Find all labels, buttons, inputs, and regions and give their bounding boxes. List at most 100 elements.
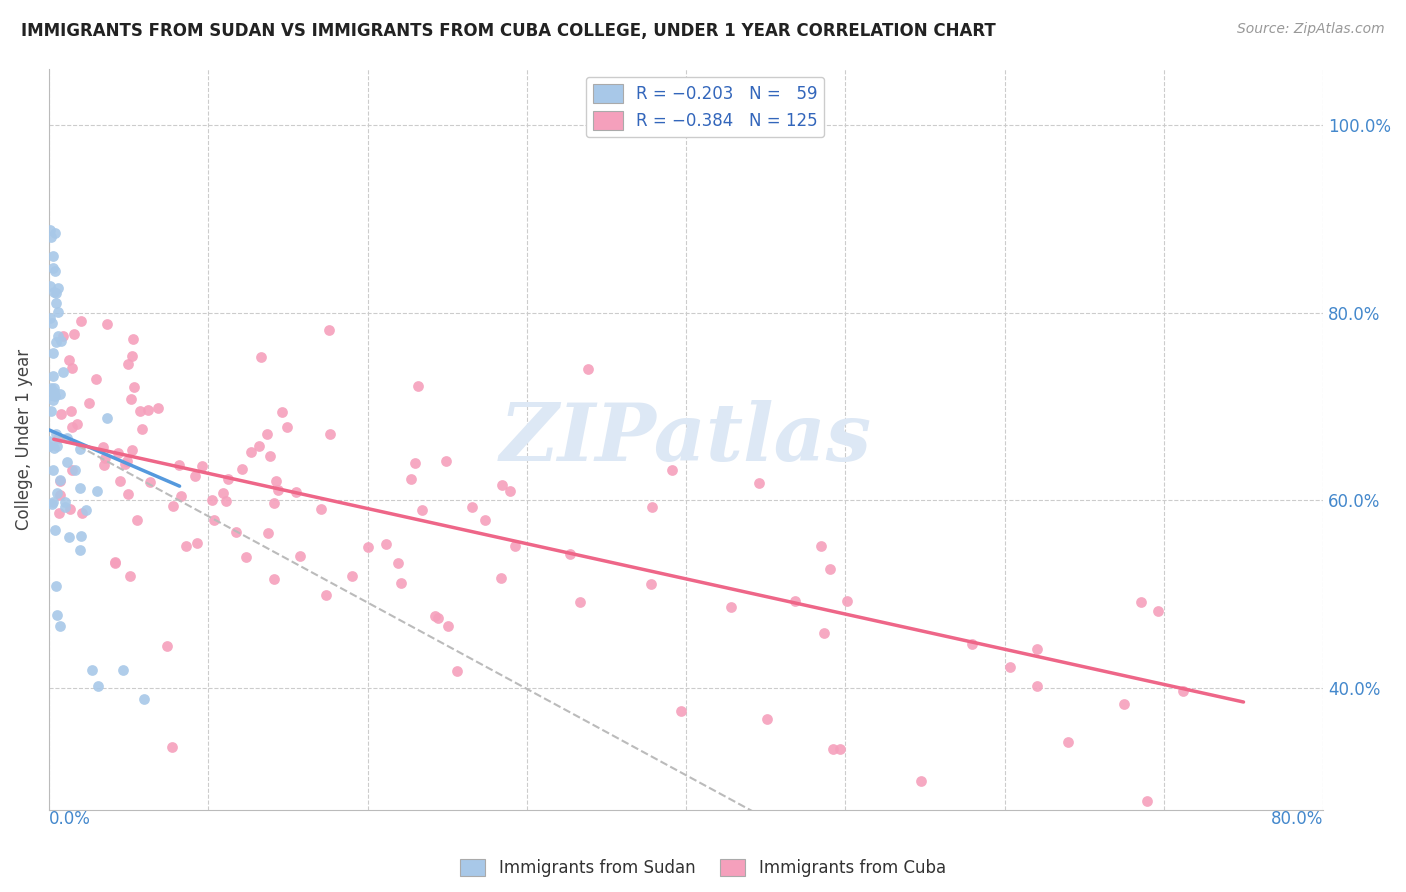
Point: [406, 379, 429, 393]
Point: [131, 422, 153, 436]
Point: [503, 539, 526, 553]
Point: [41, 249, 63, 263]
Point: [51, 328, 73, 343]
Point: [84, 372, 107, 386]
Point: [49, 386, 72, 401]
Point: [1056, 735, 1078, 749]
Text: IMMIGRANTS FROM SUDAN VS IMMIGRANTS FROM CUBA COLLEGE, UNDER 1 YEAR CORRELATION : IMMIGRANTS FROM SUDAN VS IMMIGRANTS FROM…: [21, 22, 995, 40]
Point: [160, 740, 183, 755]
Point: [115, 454, 138, 468]
Y-axis label: College, Under 1 year: College, Under 1 year: [15, 349, 32, 530]
Point: [785, 593, 807, 607]
Point: [122, 380, 145, 394]
Point: [44, 384, 66, 399]
Point: [38, 311, 60, 326]
Point: [315, 588, 337, 602]
Point: [357, 540, 380, 554]
Point: [60, 419, 83, 434]
Point: [264, 475, 287, 489]
Point: [132, 691, 155, 706]
Point: [263, 572, 285, 586]
Point: [1130, 594, 1153, 608]
Point: [436, 618, 458, 632]
Point: [44, 227, 66, 241]
Point: [59, 502, 82, 516]
Point: [39, 404, 62, 418]
Point: [38, 223, 60, 237]
Point: [69, 481, 91, 495]
Point: [45, 579, 67, 593]
Point: [49, 407, 72, 421]
Point: [1026, 641, 1049, 656]
Point: [44, 389, 66, 403]
Point: [1147, 604, 1170, 618]
Point: [319, 426, 342, 441]
Text: ZIPatlas: ZIPatlas: [501, 401, 872, 478]
Point: [63, 463, 86, 477]
Point: [77, 396, 100, 410]
Point: [39, 278, 62, 293]
Point: [69, 442, 91, 456]
Point: [38, 439, 60, 453]
Point: [49, 334, 72, 348]
Point: [86, 483, 108, 498]
Point: [117, 357, 139, 371]
Point: [813, 625, 835, 640]
Point: [225, 525, 247, 540]
Point: [446, 665, 468, 679]
Point: [107, 446, 129, 460]
Point: [42, 261, 65, 276]
Legend: R = −0.203   N =   59, R = −0.384   N = 125: R = −0.203 N = 59, R = −0.384 N = 125: [586, 77, 824, 137]
Point: [184, 468, 207, 483]
Point: [46, 431, 69, 445]
Point: [998, 660, 1021, 674]
Point: [39, 388, 62, 402]
Point: [426, 611, 449, 625]
Point: [65, 417, 87, 431]
Point: [42, 381, 65, 395]
Point: [49, 619, 72, 633]
Text: 80.0%: 80.0%: [1271, 810, 1323, 828]
Point: [174, 539, 197, 553]
Point: [56, 455, 79, 469]
Point: [121, 443, 143, 458]
Point: [120, 392, 142, 406]
Point: [387, 556, 409, 570]
Point: [271, 405, 294, 419]
Point: [756, 712, 779, 726]
Point: [1112, 697, 1135, 711]
Point: [231, 461, 253, 475]
Point: [250, 350, 273, 364]
Point: [828, 742, 851, 756]
Point: [276, 420, 298, 434]
Point: [404, 456, 426, 470]
Point: [434, 454, 457, 468]
Point: [125, 513, 148, 527]
Point: [309, 502, 332, 516]
Point: [60, 361, 83, 376]
Point: [46, 281, 69, 295]
Point: [45, 296, 67, 310]
Point: [91, 440, 114, 454]
Point: [41, 497, 63, 511]
Point: [641, 500, 664, 515]
Point: [576, 362, 599, 376]
Point: [389, 576, 412, 591]
Point: [42, 442, 65, 456]
Point: [167, 458, 190, 473]
Point: [1136, 793, 1159, 807]
Point: [661, 462, 683, 476]
Point: [82, 663, 104, 677]
Point: [104, 555, 127, 569]
Point: [63, 326, 86, 341]
Point: [267, 483, 290, 498]
Point: [42, 345, 65, 359]
Point: [256, 526, 278, 541]
Point: [1025, 679, 1047, 693]
Point: [53, 494, 76, 508]
Point: [60, 404, 83, 418]
Point: [94, 451, 117, 466]
Point: [285, 485, 308, 500]
Point: [60, 463, 83, 477]
Point: [259, 450, 281, 464]
